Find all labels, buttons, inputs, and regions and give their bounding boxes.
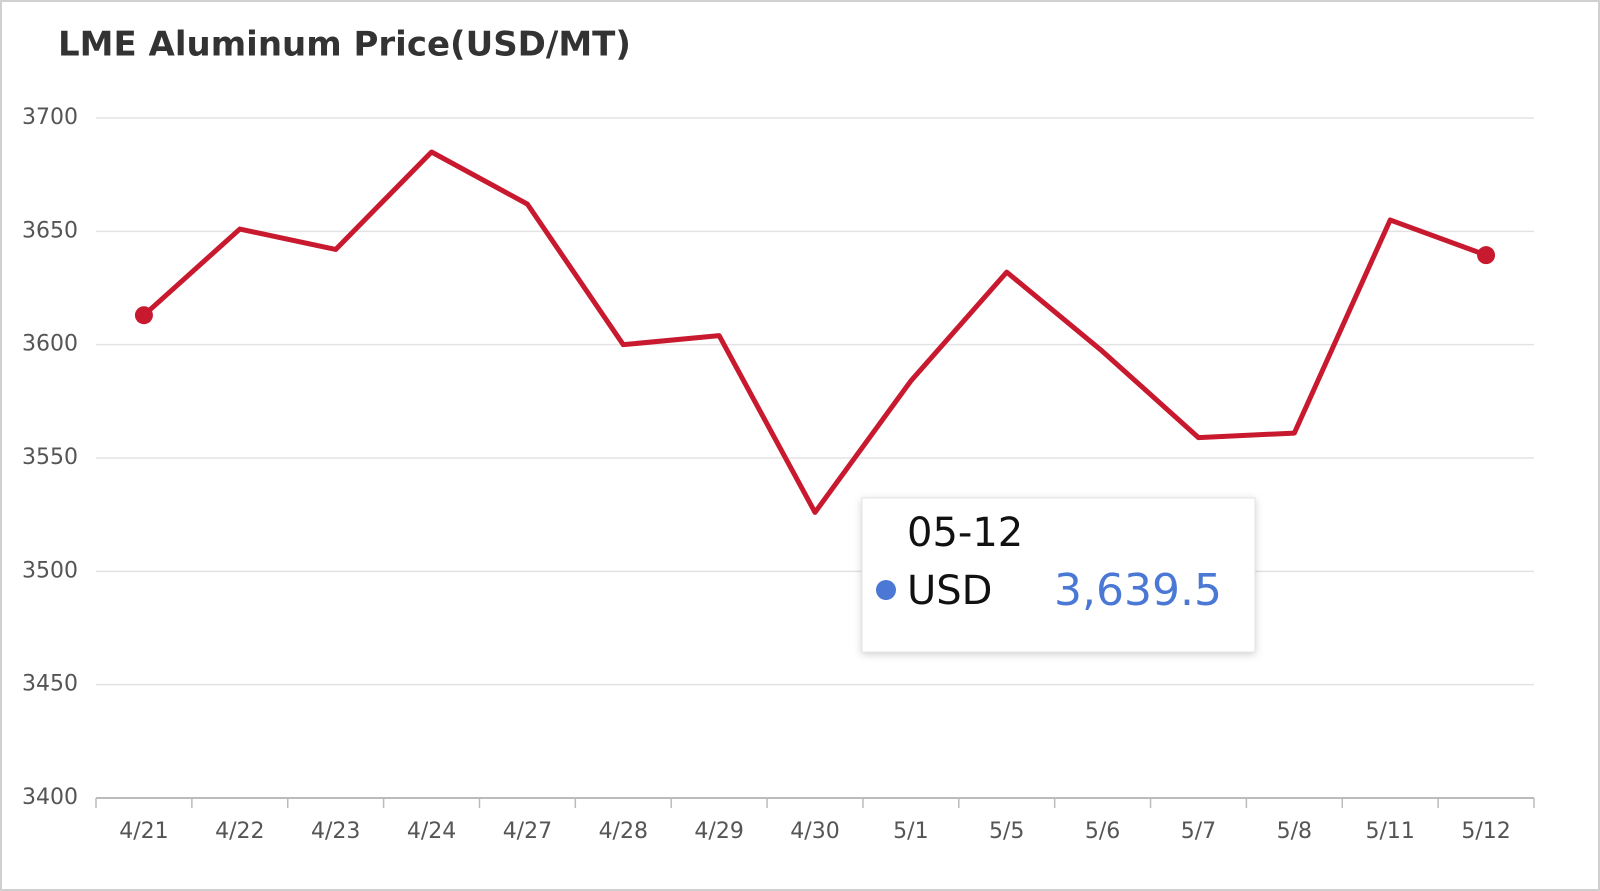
tooltip-value: 3,639.5	[1054, 565, 1222, 616]
tooltip-box	[861, 497, 1256, 653]
x-tick-label: 5/12	[1461, 819, 1510, 844]
y-tick-label: 3650	[22, 218, 78, 243]
chart-title: LME Aluminum Price(USD/MT)	[58, 25, 631, 65]
tooltip-title: 05-12	[907, 510, 1023, 556]
y-tick-label: 3600	[22, 332, 78, 357]
y-tick-label: 3400	[22, 785, 78, 810]
tooltip-series: USD	[907, 568, 992, 614]
x-tick-label: 4/23	[311, 819, 360, 844]
x-tick-label: 4/28	[599, 819, 648, 844]
x-tick-label: 4/24	[407, 819, 456, 844]
x-tick-label: 4/27	[503, 819, 552, 844]
plot-area: 3400 3450 3500 3550 3600 3650 3700 4/21 4/22 4/23…	[22, 105, 1535, 844]
x-tick-label: 5/1	[893, 819, 928, 844]
x-tick-label: 4/30	[790, 819, 839, 844]
y-tick-label: 3700	[22, 105, 78, 130]
x-tick-label: 4/29	[694, 819, 743, 844]
x-tick-label: 4/21	[119, 819, 168, 844]
tooltip: 05-12 USD 3,639.5	[861, 497, 1256, 653]
y-tick-label: 3550	[22, 445, 78, 470]
x-tick-label: 5/6	[1085, 819, 1120, 844]
x-tick-label: 4/22	[215, 819, 264, 844]
end-point	[1477, 246, 1496, 265]
x-tick-label: 5/7	[1181, 819, 1216, 844]
x-tick-label: 5/5	[989, 819, 1024, 844]
x-tick-label: 5/11	[1365, 819, 1414, 844]
y-tick-label: 3450	[22, 672, 78, 697]
x-tick-label: 5/8	[1277, 819, 1312, 844]
y-tick-label: 3500	[22, 558, 78, 583]
end-point	[134, 306, 153, 325]
tooltip-dot	[876, 580, 896, 600]
line-series	[142, 149, 1487, 515]
